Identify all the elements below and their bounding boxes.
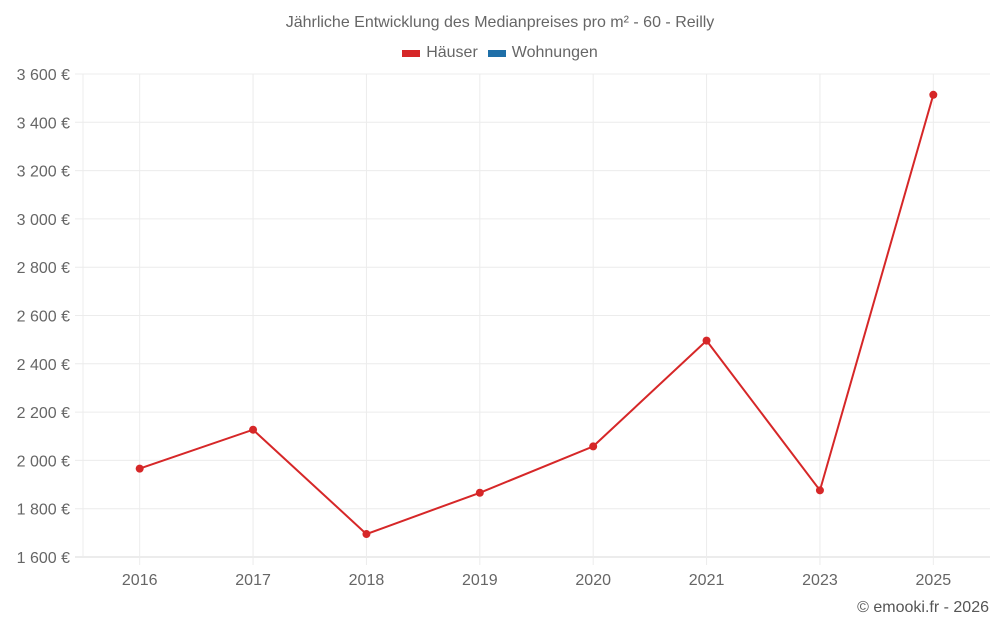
data-point[interactable] [135,464,144,473]
y-tick-label: 3 200 € [17,164,70,181]
gridlines [75,73,990,565]
x-tick-label: 2023 [802,572,838,589]
data-point[interactable] [249,425,258,434]
y-tick-label: 3 600 € [17,67,70,84]
data-point[interactable] [475,488,484,497]
y-tick-label: 2 600 € [17,309,70,326]
data-point[interactable] [589,442,598,451]
x-tick-label: 2019 [462,572,498,589]
series-line [139,94,935,536]
legend-swatch-wohnungen [487,49,506,57]
legend-swatch-haeuser [402,49,421,57]
data-point[interactable] [815,486,824,495]
y-tick-label: 2 800 € [17,260,70,277]
y-tick-label: 1 600 € [17,550,70,567]
data-point[interactable] [702,336,711,345]
x-tick-label: 2016 [122,572,158,589]
copyright-credit: © emooki.fr - 2026 [857,599,989,616]
data-point[interactable] [929,90,938,99]
x-tick-label: 2020 [575,572,611,589]
series-haeuser [135,90,938,539]
y-axis: 1 600 € 1 800 € 2 000 € 2 200 € 2 400 € 2 600… [17,67,70,567]
chart-title: Jährliche Entwicklung des Medianpreises … [285,14,715,31]
legend-item-wohnungen[interactable]: Wohnungen [487,44,598,62]
y-tick-label: 1 800 € [17,502,70,519]
y-tick-label: 2 400 € [17,357,70,374]
legend: Häuser Wohnungen [0,44,1000,62]
x-tick-label: 2018 [349,572,385,589]
x-axis: 2016 2017 2018 2019 2020 2021 2023 2025 [122,572,951,589]
legend-label-haeuser: Häuser [426,44,478,61]
x-tick-label: 2017 [235,572,271,589]
x-tick-label: 2021 [689,572,725,589]
y-tick-label: 2 000 € [17,453,70,470]
legend-label-wohnungen: Wohnungen [511,44,598,61]
y-tick-label: 3 400 € [17,115,70,132]
data-point[interactable] [362,530,371,539]
x-tick-label: 2025 [916,572,952,589]
y-tick-label: 3 000 € [17,212,70,229]
y-tick-label: 2 200 € [17,405,70,422]
legend-item-haeuser[interactable]: Häuser [402,44,478,62]
